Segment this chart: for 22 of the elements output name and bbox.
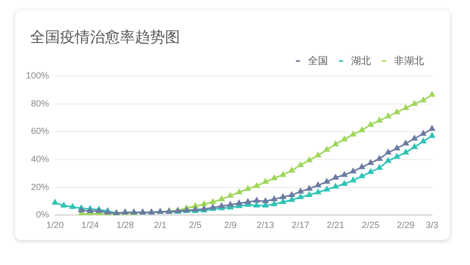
y-tick-label: 60% [31, 126, 50, 136]
x-tick-label: 1/20 [46, 220, 64, 230]
legend-label: 非湖北 [394, 54, 424, 67]
x-tick-label: 3/3 [426, 220, 438, 230]
x-tick-label: 2/13 [256, 220, 274, 230]
x-tick-label: 2/21 [326, 220, 344, 230]
y-tick-label: 0% [36, 210, 50, 220]
chart-title: 全国疫情治愈率趋势图 [30, 28, 180, 47]
x-tick-label: 2/9 [224, 220, 237, 230]
x-tick-label: 1/28 [116, 220, 134, 230]
legend-label: 全国 [308, 54, 328, 67]
y-tick-label: 20% [31, 182, 50, 192]
x-tick-label: 2/25 [362, 220, 380, 230]
x-tick-label: 2/17 [292, 220, 310, 230]
x-tick-label: 2/29 [396, 220, 414, 230]
y-tick-label: 40% [31, 154, 50, 164]
legend-label: 湖北 [351, 54, 371, 67]
x-tick-label: 2/1 [154, 220, 166, 230]
y-tick-label: 80% [31, 98, 50, 108]
x-tick-label: 2/5 [189, 220, 202, 230]
x-tick-label: 1/24 [81, 220, 99, 230]
y-tick-label: 100% [26, 70, 50, 80]
